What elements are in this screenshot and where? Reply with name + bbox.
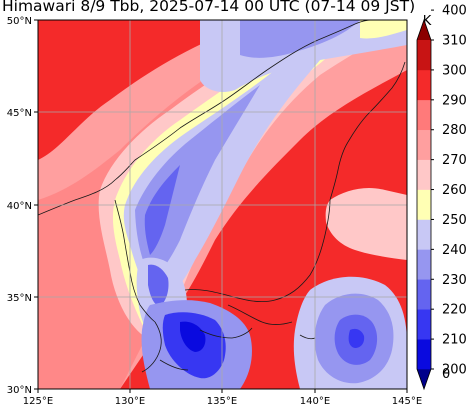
colorbar-unit-label: K (423, 14, 432, 29)
colorbar-tick-label: 300 (442, 63, 467, 78)
colorbar-tick-label: 210 (442, 333, 467, 348)
ne-pacific-band (325, 188, 407, 260)
pacific-storm-eye (348, 328, 365, 348)
cloud-core-medium (135, 85, 260, 280)
colorbar-extend-high (417, 20, 431, 40)
colorbar: K 200 210 220 230 240 250 260 270 280 290 300 310 40… (416, 4, 467, 391)
colorbar-tick-label: 310 (442, 34, 467, 49)
colorbar-tick-label: 400 (442, 4, 467, 19)
colorbar-segment (417, 339, 431, 370)
colorbar-segment (417, 99, 431, 131)
colorbar-segment (417, 159, 431, 190)
colorbar-segment (417, 189, 431, 220)
colorbar-tick-label: 270 (442, 153, 467, 168)
colorbar-tick-label: 230 (442, 273, 467, 288)
colorbar-tick-label: 280 (442, 123, 467, 138)
y-tick-label: 45°N (7, 108, 32, 119)
x-axis: 125°E 130°E 135°E 140°E 145°E (23, 389, 422, 407)
colorbar-tick-label: 200 (442, 363, 467, 378)
gridlines (38, 20, 407, 389)
colorbar-segment (417, 69, 431, 101)
y-tick-label: 50°N (7, 16, 32, 27)
colorbar-segment (417, 279, 431, 310)
colorbar-segment (417, 249, 431, 280)
y-tick-label: 30°N (7, 385, 32, 396)
southern-japan-deep (180, 321, 206, 352)
northern-cloud-core (240, 20, 360, 58)
colorbar-tick-label: 0 (442, 367, 450, 382)
x-tick-label: 145°E (392, 396, 422, 407)
tbb-field (38, 20, 407, 389)
colorbar-tick-label: 290 (442, 93, 467, 108)
northern-pale (360, 20, 407, 39)
y-tick-label: 40°N (7, 201, 32, 212)
colorbar-tick-label: 220 (442, 303, 467, 318)
y-tick-label: 35°N (7, 293, 32, 304)
x-tick-label: 125°E (23, 396, 53, 407)
x-tick-label: 140°E (300, 396, 330, 407)
x-tick-label: 130°E (115, 396, 145, 407)
colorbar-segment (417, 309, 431, 340)
colorbar-extend-low (417, 369, 431, 389)
colorbar-segment (417, 40, 431, 71)
korea-convection-core (148, 264, 169, 306)
colorbar-segment (417, 219, 431, 250)
colorbar-segment (417, 129, 431, 160)
colorbar-tick-label: 240 (442, 243, 467, 258)
colorbar-tick-label: 260 (442, 183, 467, 198)
map-title: Himawari 8/9 Tbb, 2025-07-14 00 UTC (07-… (2, 0, 416, 15)
y-axis: 30°N 35°N 40°N 45°N 50°N (7, 16, 38, 396)
cloud-core-dark (144, 165, 180, 255)
x-tick-label: 135°E (207, 396, 237, 407)
colorbar-tick-label: 250 (442, 213, 467, 228)
